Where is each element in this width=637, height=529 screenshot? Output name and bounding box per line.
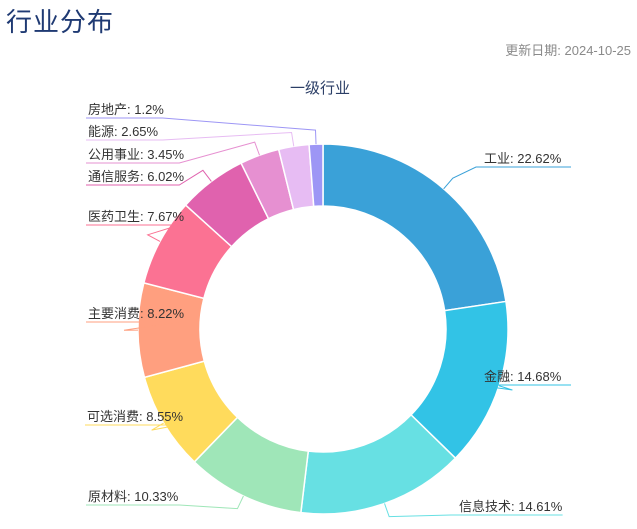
leader-line-8 [86, 141, 260, 164]
slice-5[interactable] [137, 281, 206, 379]
update-date: 2024-10-25 [564, 43, 632, 58]
slice-label-1: 金融: 14.68% [484, 369, 562, 384]
slice-label-6: 医药卫生: 7.67% [88, 209, 185, 224]
leader-line-4 [85, 422, 179, 431]
leader-line-7 [86, 169, 212, 186]
leader-line-0 [443, 166, 571, 190]
slice-label-9: 能源: 2.65% [88, 124, 159, 139]
leader-line-9 [86, 131, 295, 147]
slice-label-10: 房地产: 1.2% [88, 102, 164, 117]
chart-title: 一级行业 [290, 80, 350, 97]
slice-label-2: 信息技术: 14.61% [459, 499, 563, 514]
slice-10[interactable] [308, 143, 324, 208]
leader-line-10 [86, 117, 317, 145]
slice-label-5: 主要消费: 8.22% [88, 306, 185, 321]
slice-label-8: 公用事业: 3.45% [88, 147, 185, 162]
slice-label-0: 工业: 22.62% [484, 151, 562, 166]
page-title: 行业分布 [6, 7, 115, 37]
leader-line-5 [86, 321, 180, 331]
update-label: 更新日期: [505, 43, 561, 58]
slice-label-7: 通信服务: 6.02% [88, 169, 185, 184]
slice-label-4: 可选消费: 8.55% [87, 409, 184, 424]
slice-label-3: 原材料: 10.33% [88, 489, 179, 504]
leader-line-2 [384, 503, 563, 518]
leader-line-1 [475, 384, 571, 391]
leader-line-3 [86, 495, 244, 510]
leader-line-6 [86, 224, 180, 242]
update-info: 更新日期: 2024-10-25 [505, 40, 631, 59]
slice-0[interactable] [322, 143, 507, 312]
